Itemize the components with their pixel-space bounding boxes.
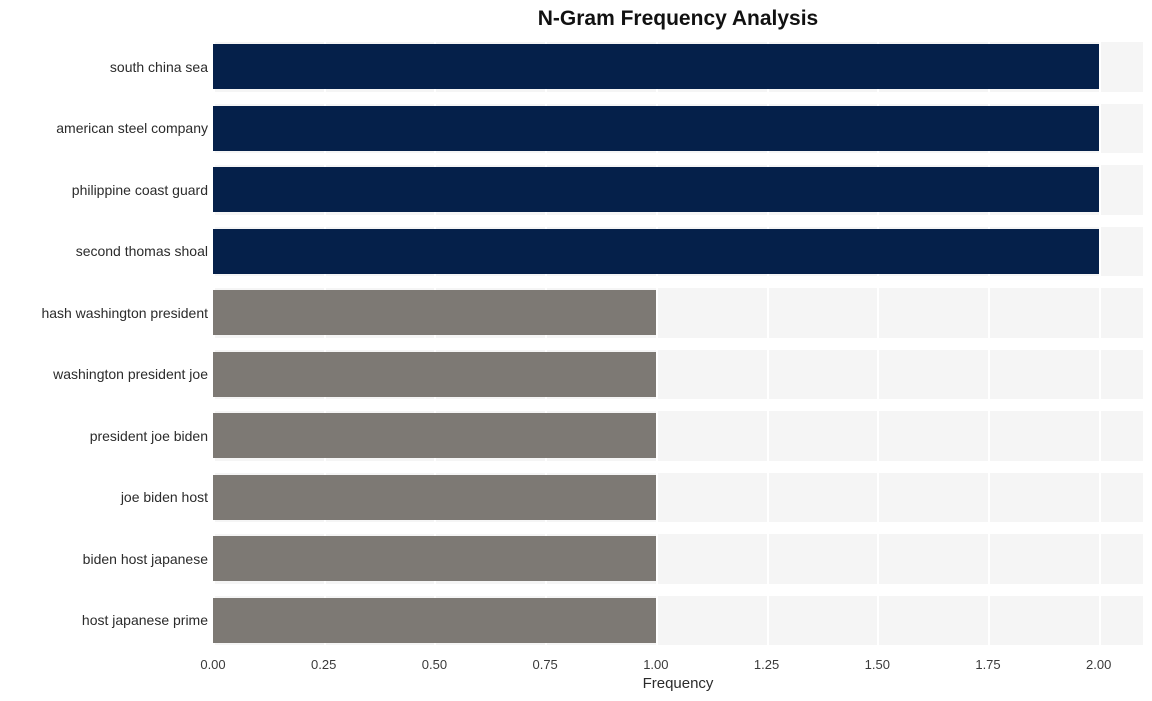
y-tick-label: philippine coast guard (0, 182, 208, 198)
x-tick-label: 0.00 (200, 657, 225, 672)
y-tick-label: biden host japanese (0, 551, 208, 567)
x-tick-label: 0.50 (422, 657, 447, 672)
y-tick-label: hash washington president (0, 305, 208, 321)
x-tick-label: 1.75 (975, 657, 1000, 672)
bar (213, 229, 1099, 274)
bar (213, 106, 1099, 151)
y-tick-label: second thomas shoal (0, 243, 208, 259)
bar (213, 536, 656, 581)
y-tick-label: south china sea (0, 59, 208, 75)
bar (213, 290, 656, 335)
bar (213, 167, 1099, 212)
plot-area (213, 36, 1143, 651)
bar (213, 598, 656, 643)
x-tick-label: 1.50 (865, 657, 890, 672)
y-tick-label: president joe biden (0, 428, 208, 444)
ngram-chart: N-Gram Frequency Analysis south china se… (0, 0, 1152, 701)
gridline (1099, 36, 1101, 651)
x-tick-label: 1.25 (754, 657, 779, 672)
chart-title: N-Gram Frequency Analysis (213, 7, 1143, 31)
bar (213, 413, 656, 458)
bar (213, 475, 656, 520)
x-tick-label: 1.00 (643, 657, 668, 672)
bar (213, 44, 1099, 89)
x-tick-label: 0.25 (311, 657, 336, 672)
x-tick-label: 2.00 (1086, 657, 1111, 672)
bar (213, 352, 656, 397)
y-tick-label: host japanese prime (0, 612, 208, 628)
y-tick-label: american steel company (0, 120, 208, 136)
y-tick-label: joe biden host (0, 489, 208, 505)
y-tick-label: washington president joe (0, 366, 208, 382)
x-tick-label: 0.75 (532, 657, 557, 672)
x-axis-label: Frequency (213, 675, 1143, 692)
